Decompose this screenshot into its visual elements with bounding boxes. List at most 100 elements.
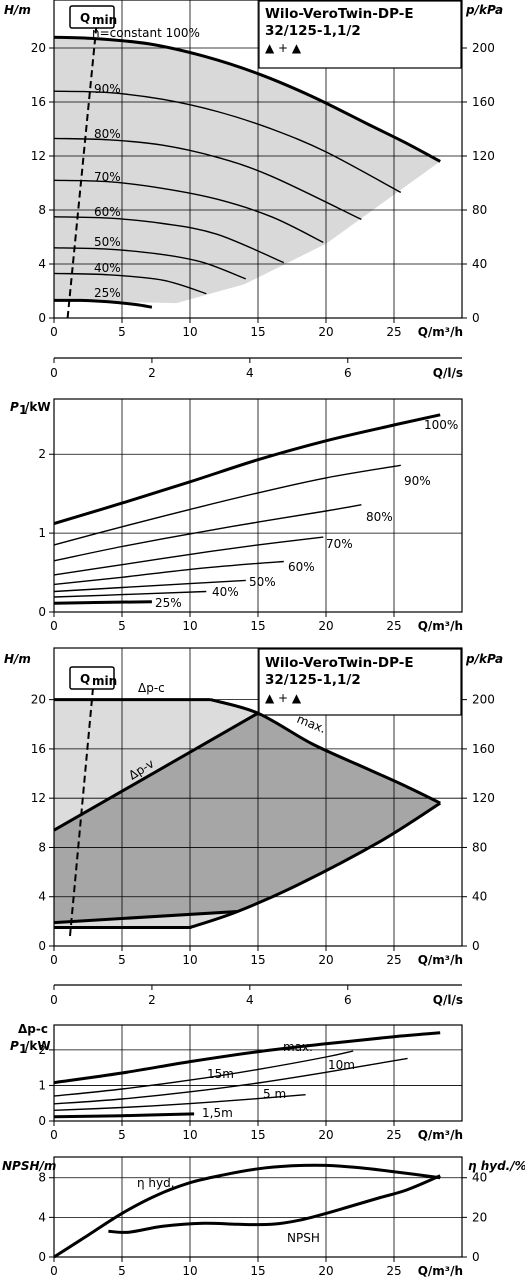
x-tick-label: 25 bbox=[386, 953, 401, 967]
x-tick-label: 10 bbox=[182, 1128, 197, 1142]
power-label-4: 60% bbox=[288, 560, 315, 574]
curve-label-2: 80% bbox=[94, 127, 121, 141]
speed-curve-7 bbox=[53, 298, 153, 309]
y2-tick-label: 160 bbox=[472, 742, 495, 756]
speed-curve-5 bbox=[53, 247, 247, 280]
x-tick-label: 10 bbox=[182, 619, 197, 633]
power-curve-4 bbox=[53, 560, 284, 586]
y-tick-label: 1 bbox=[38, 1078, 46, 1092]
dp-v-area bbox=[54, 713, 441, 923]
x-tick-label: 0 bbox=[50, 1128, 58, 1142]
x-tick-label: 15 bbox=[250, 1128, 265, 1142]
control-power-curve-3 bbox=[53, 1094, 306, 1111]
pump-symbol: ▲ + ▲ bbox=[265, 41, 302, 55]
x-axis-label: Q/m³/h bbox=[418, 619, 463, 633]
control-power-curve-1 bbox=[53, 1050, 354, 1097]
flow-tick-label: 4 bbox=[246, 993, 254, 1007]
dp-v-min-line bbox=[53, 910, 238, 925]
x-tick-label: 10 bbox=[182, 1264, 197, 1278]
y-axis-label-2: H/m bbox=[4, 652, 31, 666]
qmin-box bbox=[69, 5, 115, 29]
curve-label-0: n=constant 100% bbox=[92, 26, 200, 40]
flow-tick-label: 2 bbox=[148, 366, 156, 380]
y-tick-label: 20 bbox=[31, 41, 46, 55]
y2-axis-label: p/kPa bbox=[465, 3, 503, 17]
control-power-label-3: 5 m bbox=[263, 1087, 286, 1101]
y-tick-label: 4 bbox=[38, 257, 46, 271]
y-tick-label: 0 bbox=[38, 1114, 46, 1128]
curve-label-4: 60% bbox=[94, 205, 121, 219]
y-tick-label: 0 bbox=[38, 311, 46, 325]
power-label-7: 25% bbox=[155, 596, 182, 610]
eta-label: η hyd. bbox=[137, 1176, 175, 1190]
y-tick-label: 2 bbox=[38, 1043, 46, 1057]
flow-tick-label: 0 bbox=[50, 366, 58, 380]
y2-tick-label: 0 bbox=[472, 311, 480, 325]
qmin-label-2: Q bbox=[80, 672, 90, 686]
flow-tick-label: 4 bbox=[246, 366, 254, 380]
model-size: 32/125-1,1/2 bbox=[265, 23, 361, 39]
model-name-2: Wilo-VeroTwin-DP-E bbox=[265, 655, 414, 671]
x-tick-label: 0 bbox=[50, 953, 58, 967]
x-tick-label: 0 bbox=[50, 619, 58, 633]
y2-tick-label: 80 bbox=[472, 840, 487, 854]
control-power-curve-2 bbox=[53, 1057, 408, 1105]
npsh-y-label: NPSH/m bbox=[2, 1159, 56, 1173]
curve-label-5: 50% bbox=[94, 235, 121, 249]
x-tick-label: 5 bbox=[118, 619, 126, 633]
power-label-0: 100% bbox=[424, 418, 458, 432]
max-curve bbox=[209, 698, 441, 805]
x-tick-label: 25 bbox=[386, 1264, 401, 1278]
flow-tick-label: 6 bbox=[344, 366, 352, 380]
y2-tick-label: 40 bbox=[472, 257, 487, 271]
x-tick-label: 25 bbox=[386, 619, 401, 633]
x-tick-label: 20 bbox=[318, 1264, 333, 1278]
y-tick-label: 12 bbox=[31, 791, 46, 805]
x-tick-label: 25 bbox=[386, 325, 401, 339]
eta-y-label: η hyd./% bbox=[468, 1159, 525, 1173]
eta-curve bbox=[53, 1163, 441, 1259]
npsh-label: NPSH bbox=[287, 1231, 320, 1245]
operating-area bbox=[54, 37, 441, 304]
x-axis-label: Q/m³/h bbox=[418, 325, 463, 339]
speed-curve-4 bbox=[53, 216, 285, 264]
x-tick-label: 5 bbox=[118, 1264, 126, 1278]
qmin-box-2 bbox=[69, 666, 115, 690]
x-axis-label: Q/m³/h bbox=[418, 1128, 463, 1142]
y-tick-label: 4 bbox=[38, 890, 46, 904]
y2-tick-label: 120 bbox=[472, 791, 495, 805]
y2-tick-label: 160 bbox=[472, 95, 495, 109]
flow-tick-label: 0 bbox=[50, 993, 58, 1007]
y-tick-label: 4 bbox=[38, 1210, 46, 1224]
y2-tick-label: 0 bbox=[472, 939, 480, 953]
x-tick-label: 5 bbox=[118, 1128, 126, 1142]
power-label-1: 90% bbox=[404, 474, 431, 488]
axis-flow-ls-1: 0 2 4 6 Q/l/s bbox=[50, 357, 463, 380]
chart-hq-control: 0 5 10 15 20 2504812162004080120160200Q/m³/hW… bbox=[4, 647, 503, 967]
model-name: Wilo-VeroTwin-DP-E bbox=[265, 6, 414, 22]
x-tick-label: 5 bbox=[118, 325, 126, 339]
qmin-line bbox=[66, 27, 98, 319]
axis-flow-ls-2: 0 2 4 6 Q/l/s bbox=[50, 984, 463, 1007]
power-label-3: 70% bbox=[326, 537, 353, 551]
speed-curve-6 bbox=[53, 272, 207, 295]
dp-c-label: Δp-c bbox=[138, 681, 165, 695]
control-power-label-2: 10m bbox=[328, 1058, 355, 1072]
curve-label-7: 25% bbox=[94, 286, 121, 300]
power-curve-5 bbox=[53, 579, 246, 593]
y-tick-label: 20 bbox=[31, 693, 46, 707]
qmin-sub: min bbox=[92, 13, 117, 27]
model-size-2: 32/125-1,1/2 bbox=[265, 672, 361, 688]
power-curve-1 bbox=[53, 464, 401, 546]
p1-y-sub-2: 1 bbox=[19, 1042, 27, 1056]
curve-label-1: 90% bbox=[94, 82, 121, 96]
x-tick-label: 20 bbox=[318, 325, 333, 339]
y2-tick-label: 120 bbox=[472, 149, 495, 163]
y2-tick-label: 20 bbox=[472, 1210, 487, 1224]
qmin-label: Q bbox=[80, 11, 90, 25]
x-tick-label: 0 bbox=[50, 325, 58, 339]
x-tick-label: 20 bbox=[318, 953, 333, 967]
x-tick-label: 0 bbox=[50, 1264, 58, 1278]
